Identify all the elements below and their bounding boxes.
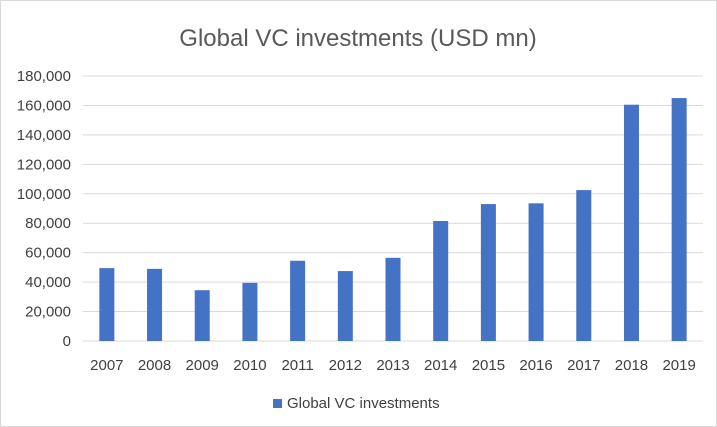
x-axis-tick-labels: 2007 2008 2009 2010 2011 2012 2013 2014 2015 2016… [90, 357, 696, 374]
bar-2009 [194, 290, 210, 341]
bar-2010 [242, 282, 258, 341]
bar-2013 [385, 257, 401, 341]
bar-2019 [671, 98, 687, 341]
y-axis-tick-labels: 0 20,000 40,000 60,000 80,000 100,000 120,000 1… [17, 68, 71, 350]
x-tick-label: 2016 [519, 357, 552, 374]
bar-2012 [337, 271, 353, 341]
chart-title: Global VC investments (USD mn) [179, 25, 536, 52]
x-tick-label: 2014 [424, 357, 457, 374]
y-tick-label: 0 [63, 333, 71, 350]
x-tick-label: 2015 [472, 357, 505, 374]
bar-2018 [623, 104, 639, 341]
legend-swatch [273, 399, 282, 408]
legend: Global VC investments [273, 395, 440, 412]
x-tick-label: 2007 [90, 357, 123, 374]
gridlines [83, 75, 703, 342]
y-tick-label: 80,000 [25, 215, 71, 232]
x-tick-label: 2012 [329, 357, 362, 374]
y-tick-label: 40,000 [25, 274, 71, 291]
x-tick-label: 2009 [186, 357, 219, 374]
bars [99, 98, 687, 341]
bar-2008 [147, 268, 163, 341]
bar-2017 [576, 190, 592, 341]
x-tick-label: 2013 [376, 357, 409, 374]
bar-2014 [433, 221, 449, 341]
bar-2007 [99, 268, 115, 341]
bar-2011 [290, 260, 306, 341]
y-tick-label: 100,000 [17, 186, 71, 203]
y-tick-label: 140,000 [17, 127, 71, 144]
bar-2016 [528, 203, 544, 341]
bar-2015 [480, 204, 496, 341]
y-tick-label: 60,000 [25, 245, 71, 262]
x-tick-label: 2008 [138, 357, 171, 374]
x-tick-label: 2011 [281, 357, 313, 374]
y-tick-label: 120,000 [17, 156, 71, 173]
x-tick-label: 2018 [615, 357, 648, 374]
y-tick-label: 20,000 [25, 304, 71, 321]
x-tick-label: 2017 [567, 357, 600, 374]
y-tick-label: 180,000 [17, 68, 71, 85]
y-tick-label: 160,000 [17, 97, 71, 114]
legend-label: Global VC investments [287, 395, 440, 412]
x-tick-label: 2010 [233, 357, 266, 374]
x-tick-label: 2019 [662, 357, 695, 374]
